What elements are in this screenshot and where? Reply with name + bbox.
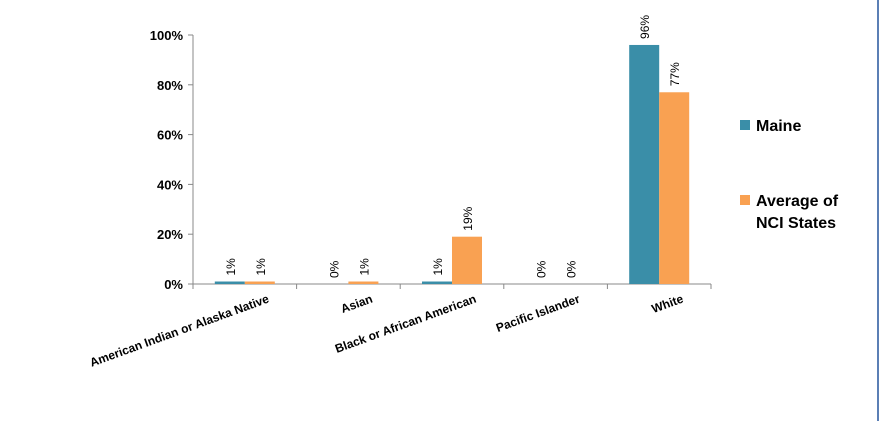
data-label: 0% — [565, 260, 579, 278]
data-label: 1% — [254, 258, 268, 276]
plot-area: 0% 20% 40% 60% 80% 100% 1% 1% American Indian or… — [88, 15, 712, 370]
bar-nci-average — [348, 281, 379, 284]
category-label: White — [650, 292, 686, 316]
legend-label: Average of — [756, 193, 839, 210]
data-label: 77% — [668, 62, 682, 86]
bar-maine — [629, 44, 660, 285]
bar-maine — [214, 281, 245, 284]
bar-nci-average — [244, 281, 275, 284]
data-label: 0% — [535, 260, 549, 278]
legend-label: NCI States — [756, 215, 836, 232]
category-label: Pacific Islander — [494, 292, 582, 335]
category-label: Asian — [339, 292, 375, 316]
category-label: American Indian or Alaska Native — [88, 292, 271, 370]
legend-swatch — [740, 120, 750, 130]
y-tick-label: 80% — [157, 78, 183, 93]
bar-nci-average — [659, 92, 690, 285]
data-label: 0% — [327, 260, 341, 278]
bar-nci-average — [452, 236, 482, 284]
bar-maine — [422, 281, 452, 284]
y-tick-label: 40% — [157, 177, 183, 192]
data-label: 1% — [431, 258, 445, 276]
y-tick-label: 20% — [157, 227, 183, 242]
y-tick-label: 0% — [164, 277, 183, 292]
legend-swatch — [740, 195, 750, 205]
data-label: 1% — [357, 258, 371, 276]
y-tick-label: 100% — [150, 28, 184, 43]
data-label: 19% — [461, 206, 475, 230]
data-label: 1% — [224, 258, 238, 276]
legend: Maine Average of NCI States — [740, 118, 839, 232]
data-label: 96% — [638, 15, 652, 39]
legend-label: Maine — [756, 118, 801, 135]
y-tick-label: 60% — [157, 128, 183, 143]
